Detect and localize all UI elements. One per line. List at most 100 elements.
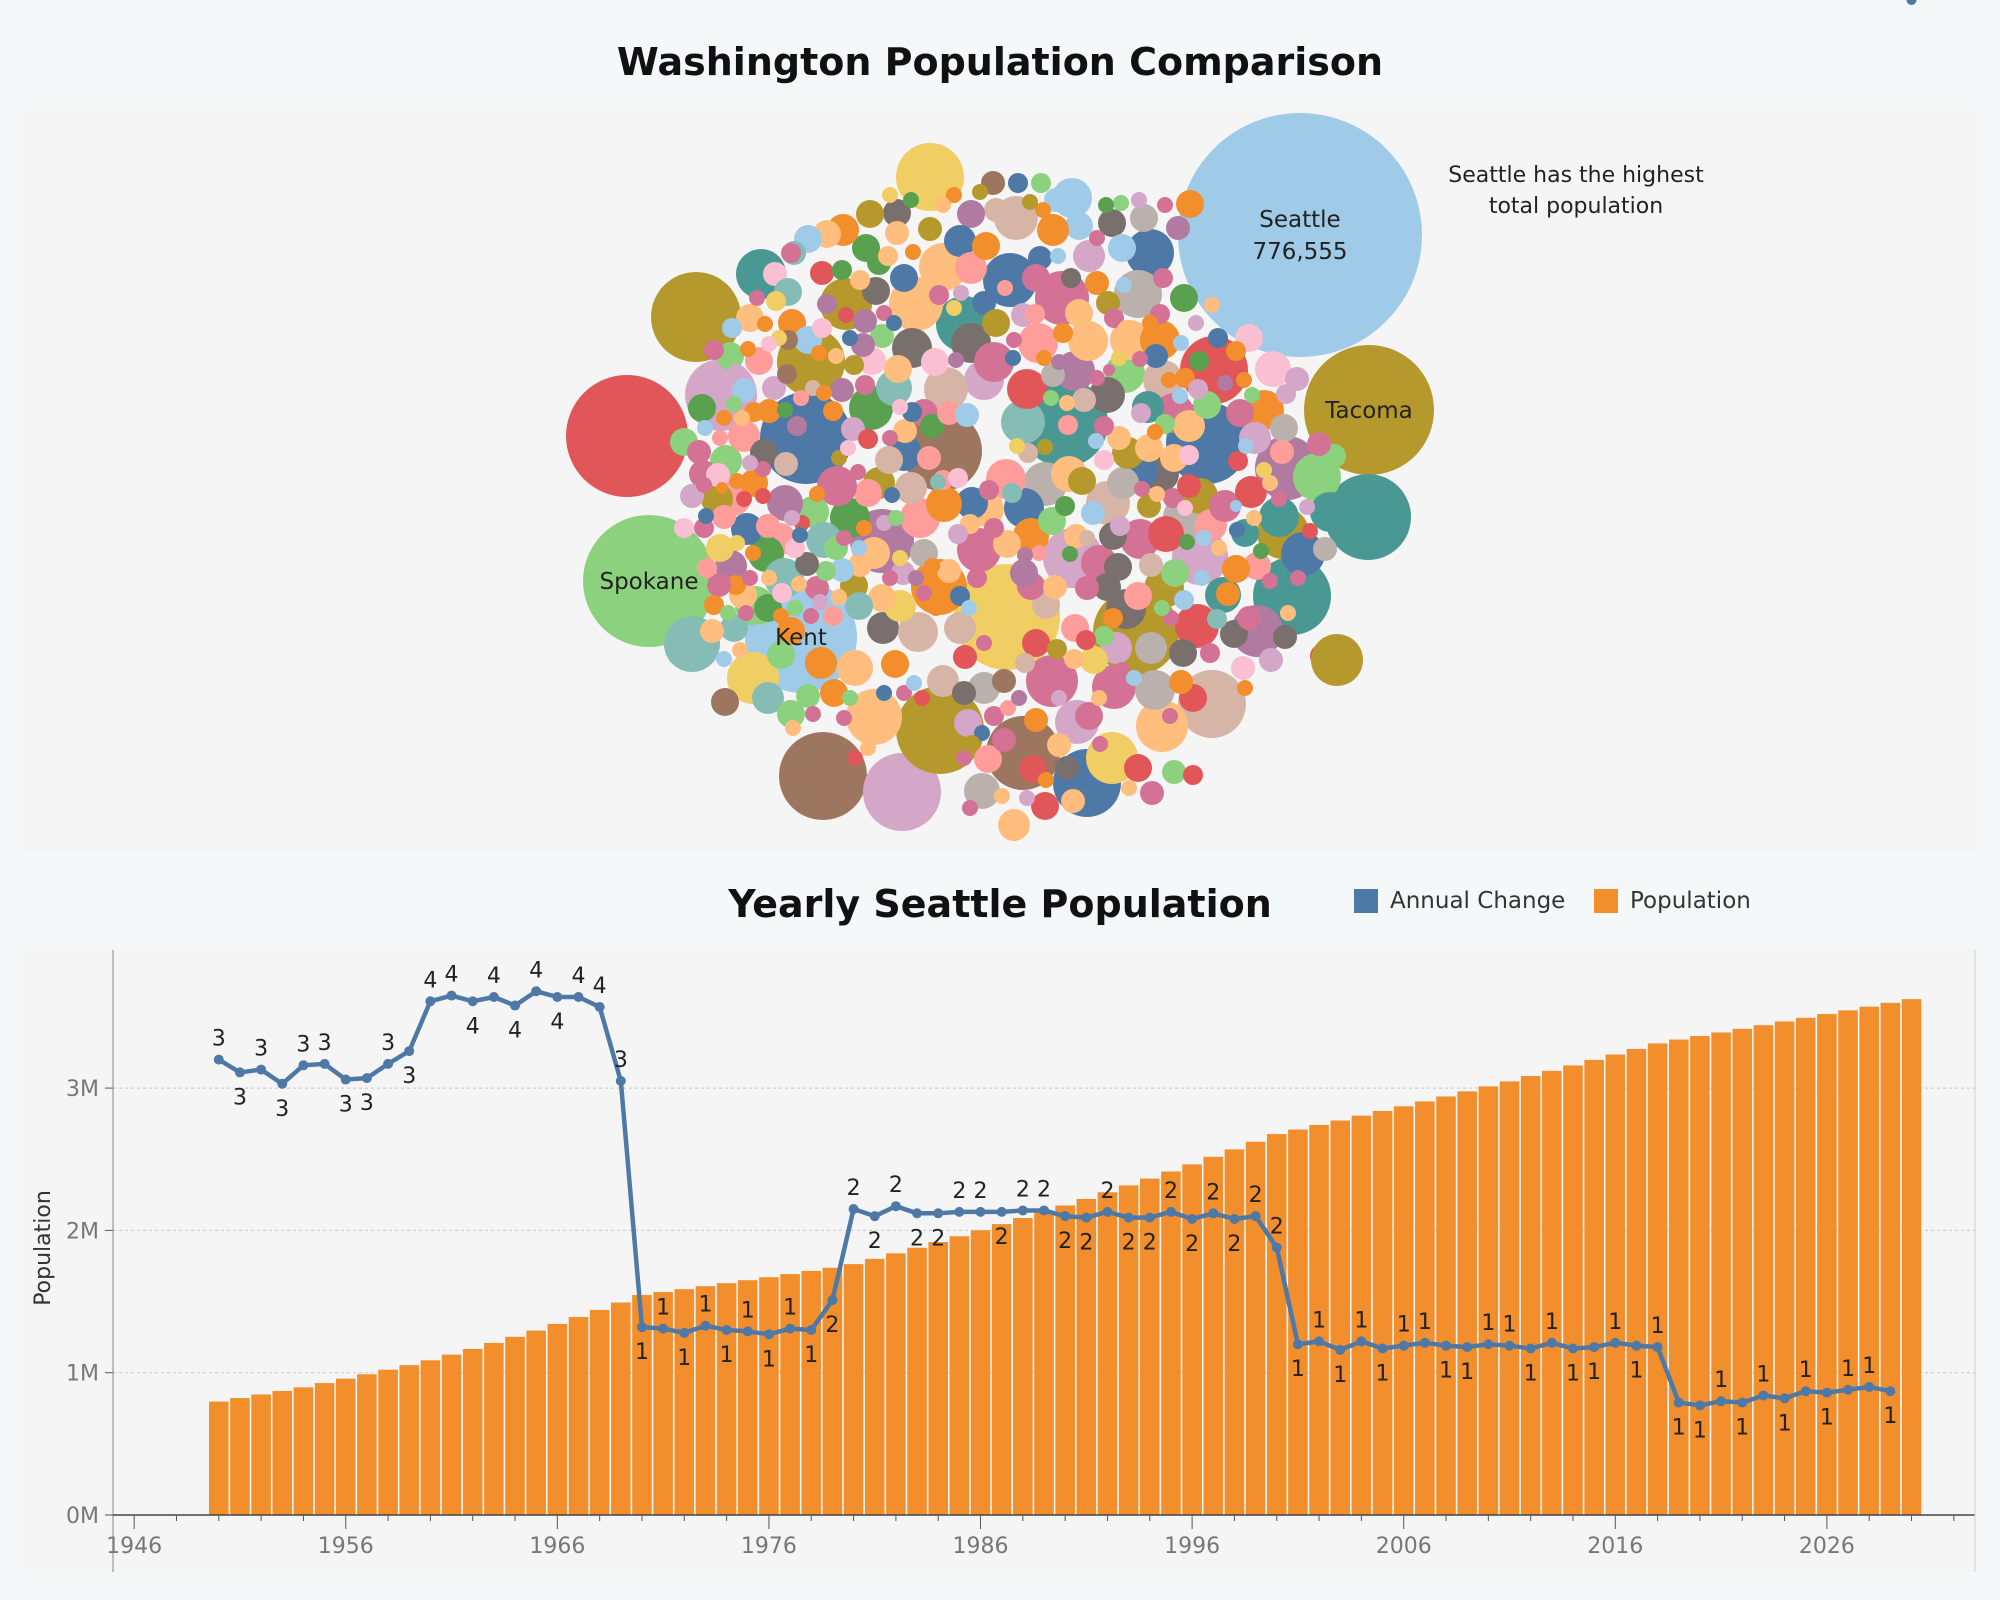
population-bar [716,1283,737,1515]
population-bar [378,1369,398,1515]
population-bar [759,1277,779,1515]
legend-swatch-annual-change [1354,889,1378,913]
bubble [736,304,764,332]
bubble [1130,204,1158,232]
annual-change-label: 2 [825,1313,839,1338]
bubble [1162,708,1178,724]
population-bar [1372,1110,1393,1515]
legend-item-annual-change[interactable]: Annual Change [1354,886,1565,916]
annual-change-point [1335,1344,1346,1355]
bubble [1134,481,1150,497]
bubble [964,735,980,751]
annual-change-point [1525,1343,1536,1354]
annual-change-point [679,1327,690,1338]
population-bar [1626,1048,1647,1515]
annual-change-label: 3 [233,1085,247,1110]
annual-change-label: 2 [868,1229,882,1254]
bubble [1139,553,1163,577]
bubble [860,740,876,756]
population-bar [1711,1032,1731,1515]
bubble [1062,546,1078,562]
bubble [1222,555,1250,583]
annual-change-point [636,1322,647,1333]
bubble [884,487,900,503]
bubble [697,420,713,436]
annual-change-label: 3 [381,1031,395,1056]
annual-change-label: 3 [254,1037,268,1062]
bubble [1179,534,1195,550]
bubble [805,576,829,600]
bubble [1104,308,1124,328]
annual-change-label: 2 [1079,1231,1093,1256]
bubble [726,575,746,595]
population-bar [1224,1149,1245,1515]
bubble [1116,277,1132,293]
population-bar [1838,1010,1858,1515]
annual-change-label: 2 [847,1176,861,1201]
bubble [757,316,773,332]
bubble [930,474,946,490]
annual-change-point [785,1323,796,1334]
bubble-chart: Seattle 776,555 Tacoma Spokane Kent [566,113,1434,841]
population-bar [1415,1101,1435,1515]
bubble [944,225,976,257]
bubble [1244,387,1260,403]
annual-change-point [1039,1205,1049,1216]
bubble [1085,271,1109,295]
population-bar [1542,1070,1562,1515]
population-bar [1436,1096,1456,1515]
bubble [853,309,877,333]
bubble [898,612,938,652]
bubble [908,570,924,586]
annual-change-point [1589,1342,1600,1353]
annual-change-label: 1 [1693,1418,1707,1443]
population-bar [1584,1059,1604,1515]
bubble [1065,299,1093,327]
bubble [836,530,852,546]
bubble [842,690,858,706]
bubble [1075,576,1099,600]
population-bar [1753,1025,1774,1515]
annual-change-label: 1 [741,1298,755,1323]
population-bar [1393,1106,1414,1515]
annual-change-label: 2 [1122,1231,1136,1256]
bubble [955,403,979,427]
y-tick-label: 1M [66,1362,99,1387]
annual-change-point [1843,1384,1854,1395]
annual-change-point [1610,1337,1621,1348]
bubble [1135,632,1167,664]
legend-item-population[interactable]: Population [1594,886,1751,916]
annual-change-point [1652,1342,1663,1353]
bubble [870,324,894,348]
bubble [1173,335,1189,351]
bubble [876,515,892,531]
bubble [830,378,854,402]
population-bar [864,1258,885,1515]
annual-change-label: 3 [339,1093,353,1118]
bubble [712,430,728,446]
bubble [1022,264,1050,292]
bubble [1259,648,1283,672]
bubble-label-spokane: Spokane [599,569,698,595]
annual-change-label: 2 [1206,1180,1220,1205]
bubble [1080,646,1108,674]
bubble [895,472,927,504]
bubble [712,505,736,529]
bubble [948,468,968,488]
bubble [1058,415,1078,435]
bubble [844,355,864,375]
bubble [1094,626,1114,646]
x-tick-label: 1976 [741,1534,797,1559]
bubble [946,300,962,316]
annual-change-label: 2 [1016,1177,1030,1202]
population-bar [1774,1021,1795,1515]
bubble [716,651,732,667]
annual-change-point [1398,1340,1409,1351]
bubble [1031,173,1051,193]
bubble [836,710,852,726]
population-bar [1520,1075,1541,1515]
bubble [1154,600,1170,616]
bubble [1073,240,1105,272]
population-bar [1563,1065,1583,1515]
